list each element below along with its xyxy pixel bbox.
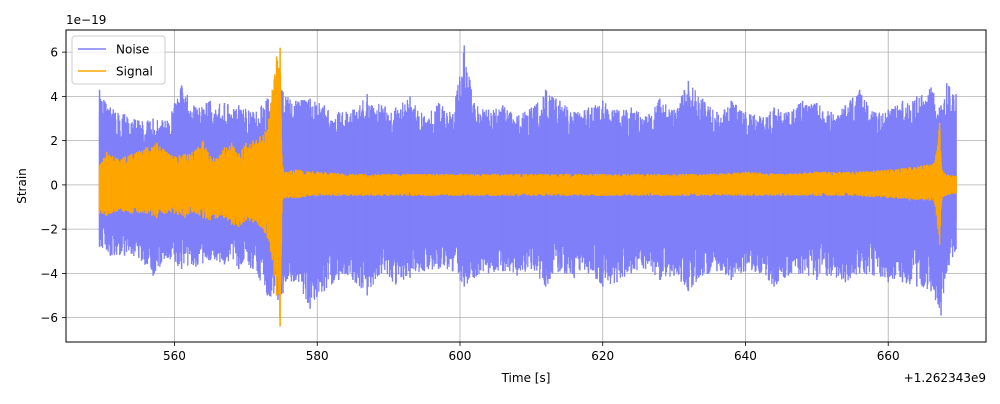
y-scale-label: 1e−19 — [66, 13, 106, 27]
x-tick-label: 640 — [734, 349, 757, 363]
data-layer — [98, 45, 957, 327]
y-tick-label: −6 — [40, 311, 58, 325]
legend-label-noise: Noise — [116, 43, 149, 57]
y-tick-label: −4 — [40, 267, 58, 281]
series-signal — [98, 47, 957, 327]
x-axis-label: Time [s] — [501, 371, 551, 385]
y-tick-label: 4 — [50, 90, 58, 104]
legend-box — [71, 35, 166, 85]
y-tick-label: 2 — [50, 134, 58, 148]
y-tick-label: −2 — [40, 223, 58, 237]
x-offset-label: +1.262343e9 — [904, 371, 986, 385]
legend-label-signal: Signal — [116, 65, 153, 79]
plot-frame — [65, 29, 987, 343]
x-tick-label: 580 — [306, 349, 329, 363]
y-tick-label: 0 — [50, 178, 58, 192]
y-axis-label: Strain — [15, 168, 29, 204]
x-tick-label: 560 — [163, 349, 186, 363]
axis-ticks: 560 580 600 620 640 660 −6 −4 −2 0 2 4 6 — [40, 46, 899, 363]
x-tick-label: 600 — [449, 349, 472, 363]
legend: Noise Signal — [71, 35, 166, 85]
x-tick-label: 660 — [877, 349, 900, 363]
y-tick-label: 6 — [50, 46, 58, 60]
x-tick-label: 620 — [591, 349, 614, 363]
